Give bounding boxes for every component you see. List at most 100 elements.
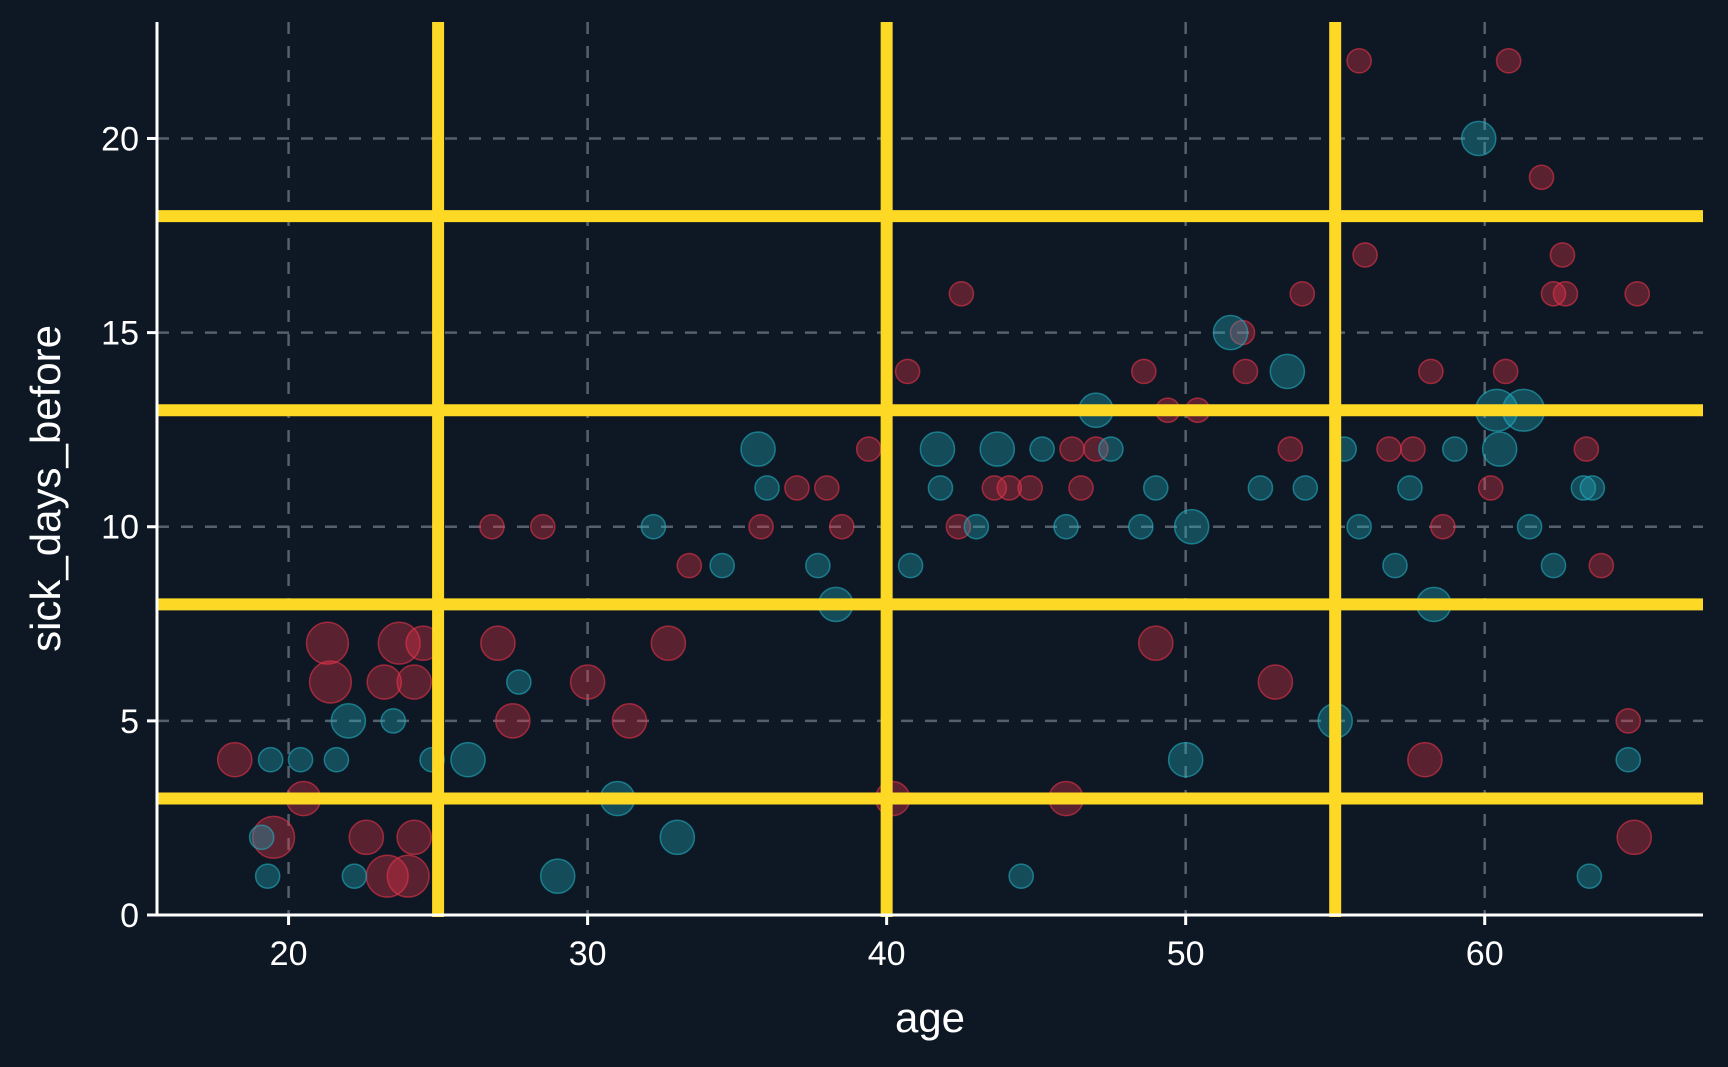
data-point	[1441, 436, 1468, 462]
y-tick-label: 20	[101, 120, 139, 158]
data-point	[1277, 436, 1304, 462]
data-point	[1008, 863, 1035, 889]
data-point	[784, 475, 810, 501]
data-point	[569, 664, 606, 700]
data-point	[1397, 475, 1423, 501]
y-tick-label: 15	[101, 315, 139, 353]
data-point	[1173, 508, 1210, 545]
data-point	[814, 475, 840, 501]
data-point	[855, 436, 882, 462]
data-point	[1247, 475, 1274, 501]
data-point	[1576, 863, 1603, 889]
data-point	[963, 513, 990, 540]
data-point	[981, 475, 1008, 501]
data-point	[709, 552, 735, 579]
data-point	[1059, 436, 1085, 462]
data-point	[1068, 475, 1094, 501]
data-point	[754, 475, 780, 501]
data-point	[479, 513, 505, 540]
data-point	[1492, 358, 1519, 385]
data-point	[1407, 741, 1443, 778]
data-point	[348, 819, 385, 856]
data-point	[1083, 436, 1109, 462]
data-point	[748, 513, 774, 540]
data-point	[1137, 625, 1174, 662]
data-point	[1257, 664, 1294, 700]
x-tick-label: 30	[569, 935, 607, 973]
data-point	[1430, 513, 1456, 540]
data-point	[1549, 242, 1576, 268]
data-point	[979, 431, 1016, 467]
data-point	[1579, 475, 1606, 501]
data-points	[216, 48, 1653, 898]
data-point	[308, 660, 353, 704]
data-point	[380, 708, 407, 734]
x-axis-ticks: 20 30 40 50 60	[270, 915, 1504, 973]
data-point	[611, 703, 648, 739]
data-point	[1130, 358, 1157, 385]
data-point	[1400, 436, 1426, 462]
data-point	[495, 703, 531, 739]
data-point	[305, 621, 350, 665]
x-tick-label: 60	[1466, 935, 1504, 973]
x-tick-label: 20	[270, 935, 308, 973]
data-point	[1477, 475, 1504, 501]
data-point	[1460, 120, 1497, 157]
data-point	[1616, 819, 1653, 856]
data-point	[1570, 475, 1597, 501]
reference-lines	[157, 22, 1703, 917]
data-point	[828, 513, 855, 540]
y-axis-title: sick_days_before	[22, 325, 69, 652]
data-point	[254, 863, 281, 889]
data-point	[1382, 552, 1408, 579]
data-point	[480, 625, 516, 662]
data-point	[1418, 358, 1444, 385]
data-point	[1516, 513, 1543, 540]
data-point	[1292, 475, 1319, 501]
data-point	[506, 669, 532, 695]
data-point	[1540, 552, 1567, 579]
gridlines	[157, 22, 1703, 915]
data-point	[1053, 513, 1079, 540]
data-point	[676, 552, 703, 579]
data-point	[539, 858, 576, 895]
data-point	[894, 358, 921, 385]
data-point	[805, 552, 831, 579]
data-point	[1017, 475, 1044, 501]
data-point	[529, 513, 556, 540]
y-tick-label: 10	[101, 509, 139, 547]
data-point	[341, 863, 368, 889]
data-point	[1615, 708, 1642, 734]
data-point	[1615, 746, 1642, 773]
data-point	[287, 746, 314, 773]
data-point	[996, 475, 1023, 501]
data-point	[919, 431, 956, 467]
data-point	[948, 280, 975, 307]
data-point	[1142, 475, 1169, 501]
data-point	[1352, 242, 1378, 268]
data-point	[1167, 741, 1204, 778]
data-point	[323, 746, 350, 773]
data-point	[450, 741, 486, 778]
data-point	[396, 819, 432, 856]
data-point	[330, 703, 367, 739]
data-point	[216, 741, 253, 778]
data-point	[248, 824, 275, 851]
data-point	[1127, 513, 1154, 540]
data-point	[1346, 513, 1372, 540]
data-point	[1232, 358, 1259, 385]
data-point	[257, 746, 284, 773]
y-tick-label: 5	[120, 703, 139, 741]
data-point	[1552, 280, 1579, 307]
data-point	[1212, 314, 1249, 351]
axes	[155, 22, 1703, 917]
data-point	[1346, 48, 1372, 74]
y-tick-label: 0	[120, 897, 139, 935]
data-point	[366, 664, 403, 700]
data-point	[1624, 280, 1651, 307]
data-point	[1573, 436, 1600, 462]
data-point	[1495, 48, 1522, 74]
y-axis-ticks: 0 5 10 15 20	[101, 120, 157, 935]
